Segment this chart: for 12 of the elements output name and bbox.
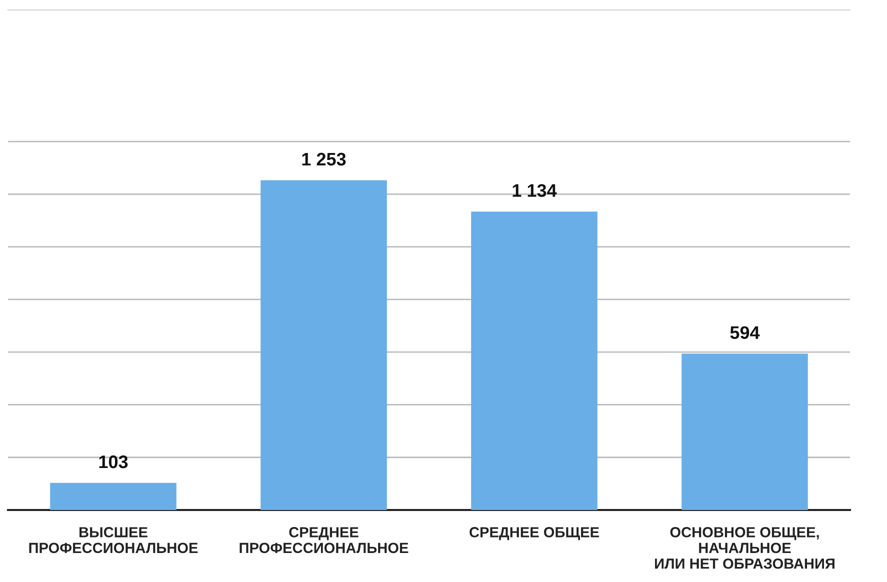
bar	[50, 482, 176, 510]
x-tick-label: СРЕДНЕЕ ОБЩЕЕ	[470, 527, 599, 540]
data-label: 594	[730, 326, 760, 340]
bar	[471, 212, 598, 510]
x-tick-label: ВЫСШЕЕ ПРОФЕССИОНАЛЬНОЕ	[29, 527, 198, 554]
bar	[682, 354, 808, 510]
data-label: 103	[99, 455, 128, 468]
x-tick-label: СРЕДНЕЕ ПРОФЕССИОНАЛЬНОЕ	[240, 527, 408, 554]
x-tick-label: ОСНОВНОЕ ОБЩЕЕ, НАЧАЛЬНОЕ ИЛИ НЕТ ОБРАЗОВАНИЯ	[655, 527, 834, 569]
data-label: 1 134	[512, 184, 557, 197]
bar	[260, 180, 387, 510]
data-label: 1 253	[302, 152, 346, 166]
